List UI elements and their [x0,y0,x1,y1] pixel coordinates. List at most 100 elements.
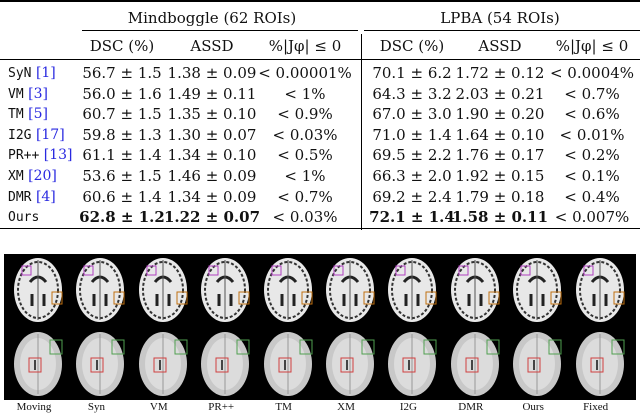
zoom-box-purple [520,265,531,276]
figure-label: VM [149,401,168,413]
table-cell: 53.6 ± 1.5 [82,167,162,185]
zoom-box-red [402,357,416,373]
citation-link[interactable]: [3] [28,85,48,102]
column-header: ASSD [190,37,234,55]
zoom-box-purple [271,265,282,276]
zoom-box-orange [613,291,625,305]
table-cell: < 0.7% [564,84,620,103]
table-cell: < 0.4% [564,187,620,206]
table-cell: 1.22 ± 0.07 [163,208,261,227]
zoom-box-purple [583,265,594,276]
figure-label: I2G [399,401,417,413]
table-cell: 56.0 ± 1.6 [82,84,162,103]
table-cell: < 0.007% [554,208,630,227]
citation-link[interactable]: [5] [28,106,48,123]
figure-label: DMR [458,401,484,413]
zoom-box-red [465,357,479,373]
zoom-box-green [611,339,625,355]
zoom-box-red [278,357,292,373]
zoom-box-red [590,357,604,373]
figure-label: XM [337,401,355,413]
group-header-mindboggle: Mindboggle (62 ROIs) [127,9,297,27]
table-cell: 69.5 ± 2.2 [372,146,452,165]
citation-link[interactable]: [17] [35,126,65,143]
figure-label: Fixed [583,401,609,413]
group-separator [361,34,362,230]
column-header: DSC (%) [89,37,155,55]
table-cell: 69.2 ± 2.4 [372,187,452,206]
table-cell: 1.76 ± 0.17 [455,146,545,165]
table-cell: 60.6 ± 1.4 [82,187,162,206]
table-cell: 1.58 ± 0.11 [451,208,549,227]
citation-link[interactable]: [4] [35,188,56,205]
row-method: VM [3] [8,85,48,104]
zoom-box-purple [395,265,406,276]
top-rule [0,0,640,2]
brain-comparison-panel [4,254,636,400]
table-cell: 1.30 ± 0.07 [167,125,257,144]
method-name: VM [8,86,24,102]
table-cell: 1.34 ± 0.10 [167,146,257,165]
zoom-box-orange [51,291,63,305]
zoom-box-green [548,339,562,355]
row-method: Ours [8,208,39,227]
table-cell: 1.72 ± 0.12 [455,64,545,82]
column-header: DSC (%) [379,37,445,55]
header-rule [0,59,640,60]
zoom-box-orange [113,291,125,305]
zoom-box-purple [208,265,219,276]
zoom-box-red [90,357,104,373]
zoom-box-red [215,357,229,373]
method-name: I2G [8,127,32,143]
table-cell: 1.92 ± 0.15 [455,167,545,185]
citation-link[interactable]: [13] [43,147,73,164]
zoom-box-red [28,357,42,373]
zoom-box-red [340,357,354,373]
table-cell: 61.1 ± 1.4 [82,146,162,165]
row-method: I2G [17] [8,126,65,145]
table-cell: 62.8 ± 1.2 [79,208,165,227]
zoom-box-purple [83,265,94,276]
table-cell: < 0.00001% [258,64,352,82]
column-header: %|Jφ| ≤ 0 [268,37,342,55]
zoom-box-green [361,339,375,355]
table-cell: < 0.03% [272,125,338,144]
table-cell: < 0.03% [272,208,338,227]
zoom-box-green [49,339,63,355]
group-header-lpba: LPBA (54 ROIs) [440,9,560,27]
zoom-box-red [527,357,541,373]
zoom-box-orange [425,291,437,305]
figure-label: TM [275,401,292,413]
table-cell: 64.3 ± 3.2 [372,84,452,103]
table-cell: 1.90 ± 0.20 [455,105,545,124]
zoom-box-green [423,339,437,355]
zoom-box-green [174,339,188,355]
table-cell: 1.46 ± 0.09 [167,167,257,185]
row-method: PR++ [13] [8,146,73,165]
zoom-box-orange [488,291,500,305]
column-header: ASSD [478,37,522,55]
table-cell: 56.7 ± 1.5 [82,64,162,82]
method-name: XM [8,169,24,184]
group-rule-mindboggle [82,30,358,31]
table-cell: < 0.01% [559,125,625,144]
table-cell: 1.38 ± 0.09 [167,64,257,82]
method-name: Ours [8,210,40,226]
citation-link[interactable]: [1] [35,65,56,81]
table-cell: 59.8 ± 1.3 [82,125,162,144]
brain-slice-pair [326,258,375,396]
brain-slice-pair [513,258,562,396]
method-name: PR++ [8,148,40,164]
column-header: %|Jφ| ≤ 0 [555,37,629,55]
table-cell: < 0.6% [564,105,620,124]
table-cell: 1.64 ± 0.10 [455,125,545,144]
citation-link[interactable]: [20] [28,168,57,184]
bottom-rule [0,228,640,229]
zoom-box-orange [363,291,375,305]
zoom-box-green [486,339,500,355]
brain-slice-pair [138,258,188,396]
table-cell: < 0.1% [564,167,620,185]
method-name: SyN [8,66,32,81]
table-cell: 2.03 ± 0.21 [455,84,545,103]
